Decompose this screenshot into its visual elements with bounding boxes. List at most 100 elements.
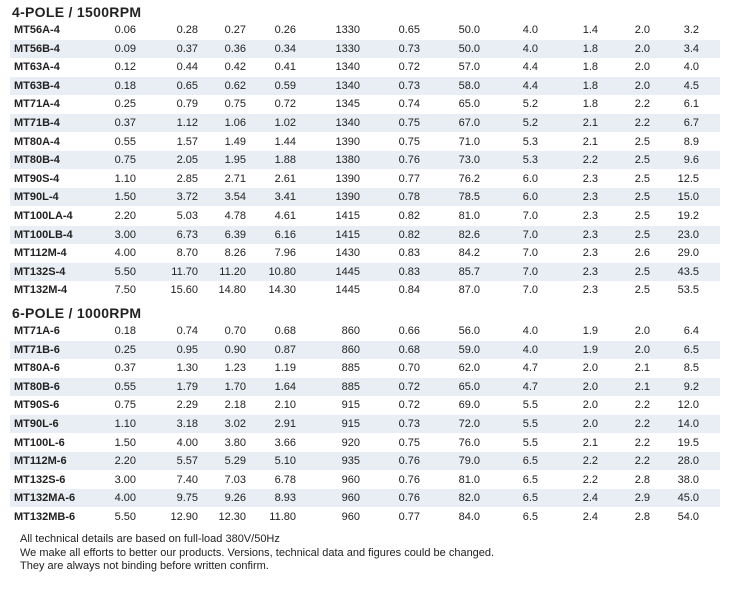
value-cell: 76.2 [458,172,480,185]
value-cell: 0.72 [398,399,420,412]
value-cell: 81.0 [458,473,480,486]
value-cell: 4.0 [522,343,538,356]
value-cell: 5.03 [176,210,198,222]
value-cell: 6.1 [683,98,699,111]
model-cell: MT132MB-6 [14,511,76,523]
value-cell: 85.7 [458,265,480,278]
value-cell: 53.5 [677,284,699,297]
value-cell: 4.00 [114,247,136,260]
value-cell: 0.70 [224,325,246,337]
model-cell: MT63B-4 [14,79,60,92]
model-cell: MT100LA-4 [14,210,73,222]
value-cell: 1.88 [274,154,296,167]
value-cell: 12.5 [677,172,699,185]
value-cell: 2.3 [582,284,598,297]
value-cell: 860 [341,343,360,356]
value-cell: 1.64 [274,380,296,393]
value-cell: 5.3 [522,154,538,167]
value-cell: 43.5 [677,265,699,278]
value-cell: 0.72 [398,380,420,393]
value-cell: 0.68 [274,325,296,337]
value-cell: 2.5 [634,135,650,148]
value-cell: 2.10 [274,399,296,412]
value-cell: 2.3 [582,191,598,204]
value-cell: 5.50 [114,265,136,278]
model-cell: MT63A-4 [14,61,60,74]
value-cell: 6.5 [522,511,538,523]
value-cell: 2.3 [582,265,598,278]
value-cell: 2.0 [634,325,650,337]
value-cell: 6.5 [522,455,538,468]
value-cell: 0.25 [114,343,136,356]
value-cell: 0.44 [176,61,198,74]
value-cell: 2.5 [634,172,650,185]
value-cell: 1.23 [224,362,246,375]
value-cell: 0.65 [398,24,420,36]
value-cell: 0.42 [224,61,246,74]
value-cell: 10.80 [268,265,296,278]
value-cell: 9.2 [683,380,699,393]
value-cell: 4.0 [522,325,538,337]
value-cell: 2.20 [114,455,136,468]
value-cell: 72.0 [458,418,480,430]
value-cell: 76.0 [458,436,480,449]
value-cell: 960 [341,492,360,505]
value-cell: 1.30 [176,362,198,375]
value-cell: 50.0 [458,42,480,55]
value-cell: 6.5 [522,492,538,505]
value-cell: 29.0 [677,247,699,260]
table-row: MT80B-6 0.55 1.79 1.70 1.64 885 0.72 65.0 4.7 2.0… [10,377,720,396]
value-cell: 69.0 [458,399,480,412]
value-cell: 0.55 [114,135,136,148]
value-cell: 7.0 [522,210,538,222]
value-cell: 2.2 [634,455,650,468]
table-row: MT80A-4 0.55 1.57 1.49 1.44 1390 0.75 71.0 5.3 2.… [10,133,720,151]
model-cell: MT90S-6 [14,399,60,412]
value-cell: 0.77 [398,511,420,523]
value-cell: 8.26 [224,247,246,260]
value-cell: 14.30 [268,284,296,297]
value-cell: 1390 [335,135,360,148]
value-cell: 0.18 [114,79,136,92]
value-cell: 4.0 [522,24,538,36]
value-cell: 11.20 [219,265,246,278]
model-cell: MT132MA-6 [14,492,76,505]
value-cell: 1330 [335,42,360,55]
value-cell: 2.20 [114,210,136,222]
value-cell: 915 [341,418,360,430]
value-cell: 1430 [335,247,360,260]
model-cell: MT80B-6 [14,380,60,393]
model-cell: MT80B-4 [14,154,60,167]
value-cell: 2.3 [582,247,598,260]
value-cell: 0.76 [398,492,420,505]
model-cell: MT132M-4 [14,284,68,297]
model-cell: MT71A-4 [14,98,60,111]
value-cell: 4.0 [683,61,699,74]
footnote: They are always not binding before writt… [20,560,269,572]
value-cell: 7.40 [176,473,198,486]
value-cell: 1.49 [224,135,246,148]
value-cell: 0.76 [398,154,420,167]
value-cell: 7.0 [522,284,538,297]
model-cell: MT100LB-4 [14,228,73,241]
value-cell: 1.8 [582,61,598,74]
value-cell: 0.73 [398,42,420,55]
value-cell: 14.0 [677,418,699,430]
value-cell: 2.3 [582,172,598,185]
value-cell: 2.0 [634,24,650,36]
value-cell: 7.03 [224,473,246,486]
table-row: MT132M-4 7.50 15.60 14.80 14.30 1445 0.84 87.0 7… [10,281,720,299]
table-row: MT132MB-6 5.50 12.90 12.30 11.80 960 0.77 84.0 6… [10,508,720,526]
value-cell: 2.5 [634,210,650,222]
value-cell: 57.0 [458,61,480,74]
model-cell: MT100L-6 [14,436,65,449]
value-cell: 3.00 [114,473,136,486]
value-cell: 0.36 [224,42,246,55]
value-cell: 1.9 [582,325,598,337]
value-cell: 9.26 [224,492,246,505]
value-cell: 1.57 [176,135,198,148]
value-cell: 82.6 [458,228,480,241]
table-row: MT90S-4 1.10 2.85 2.71 2.61 1390 0.77 76.2 6.0 2.… [10,170,720,188]
value-cell: 0.73 [398,418,420,430]
